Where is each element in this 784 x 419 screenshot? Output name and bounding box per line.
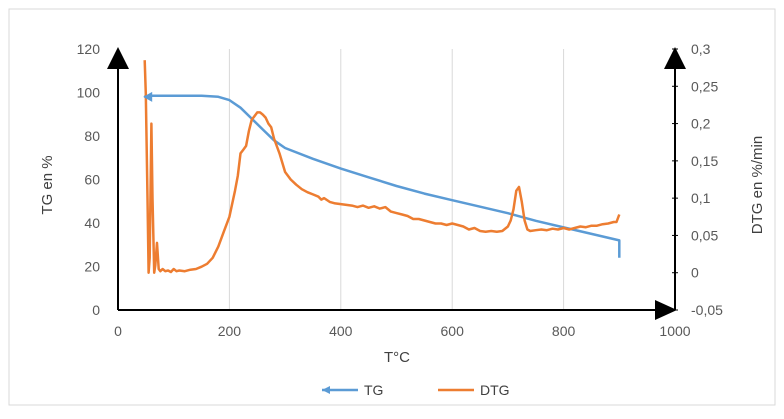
series-line-tg	[144, 94, 621, 258]
y-tick-label: 120	[77, 41, 101, 57]
x-tick-label: 600	[441, 323, 465, 339]
y2-axis-arrowhead	[664, 47, 686, 69]
x-axis-title: T°C	[384, 349, 410, 366]
chart-border	[8, 8, 776, 406]
y-axis-title: TG en %	[39, 155, 56, 214]
y2-tick-label: 0,3	[691, 41, 711, 57]
legend-arrowhead-tg	[322, 386, 330, 394]
x-tick-label: 200	[218, 323, 242, 339]
series-line-dtg	[143, 60, 621, 274]
y-tick-label: 0	[92, 302, 100, 318]
gridlines	[228, 49, 565, 310]
y-tick-label: 100	[77, 85, 101, 101]
y-tick-label: 80	[84, 128, 100, 144]
y2-tick-label: 0,1	[691, 190, 711, 206]
y-axis-arrowhead	[107, 47, 129, 69]
x-tick-label: 0	[114, 323, 122, 339]
y-tick-label: 20	[84, 259, 100, 275]
x-tick-label: 800	[552, 323, 576, 339]
y2-tick-label: 0	[691, 265, 699, 281]
series-lines	[143, 60, 621, 274]
legend-label-tg: TG	[364, 382, 383, 398]
y2-tick-label: -0,05	[691, 302, 723, 318]
y-tick-label: 40	[84, 215, 100, 231]
tg-arrowhead	[143, 91, 153, 102]
y2-axis-title: DTG en %/min	[749, 136, 766, 234]
y-tick-label: 60	[84, 172, 100, 188]
axis-titles: T°C TG en % DTG en %/min	[39, 136, 766, 366]
y2-tick-label: 0,25	[691, 78, 718, 94]
y2-tick-label: 0,05	[691, 227, 718, 243]
x-tick-label: 1000	[659, 323, 690, 339]
y2-tick-label: 0,2	[691, 116, 711, 132]
x-axis-arrowhead	[655, 300, 677, 320]
legend: TG DTG	[322, 382, 510, 398]
tick-labels: 0 200 400 600 800 1000 0 20 40 60 80 100 120 -0,05 0 0,…	[77, 41, 723, 339]
x-tick-label: 400	[329, 323, 353, 339]
legend-label-dtg: DTG	[480, 382, 510, 398]
axes	[107, 47, 686, 320]
y2-tick-label: 0,15	[691, 153, 718, 169]
